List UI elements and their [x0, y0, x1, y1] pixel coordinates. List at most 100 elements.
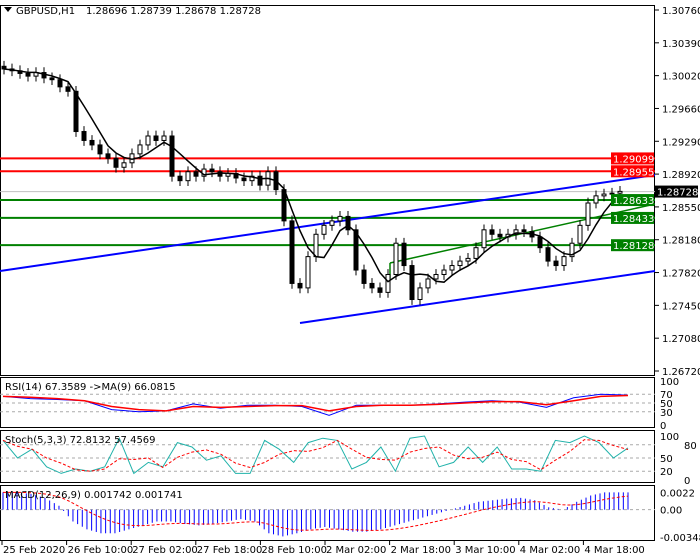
rsi-tick-label: 0 [660, 421, 666, 432]
price-tick-label: 1.27450 [662, 301, 700, 312]
candle [337, 215, 343, 222]
candle [553, 260, 559, 267]
candle [289, 220, 295, 284]
level-price-tag [611, 211, 654, 224]
candle [297, 282, 303, 289]
candle [417, 287, 423, 301]
price-tick-label: 1.29290 [662, 137, 700, 148]
time-label: 3 Mar 10:00 [455, 545, 515, 556]
stoch-tick-label: 100 [660, 432, 679, 443]
candle [489, 229, 495, 235]
rsi-tick-label: 30 [660, 408, 673, 419]
candle [473, 247, 479, 259]
candle [321, 224, 327, 235]
macd-panel-frame [0, 485, 655, 541]
candle [257, 175, 263, 186]
level-price-tag-text: 1.28955 [613, 167, 654, 178]
price-tick-label: 1.27820 [662, 269, 700, 280]
candle [569, 242, 575, 258]
candle [513, 229, 519, 235]
level-price-tag-text: 1.28433 [613, 214, 654, 225]
candle [25, 72, 31, 77]
candle [433, 273, 439, 280]
stoch-tick-label: 20 [660, 467, 673, 478]
candle [609, 192, 615, 195]
candle [161, 135, 167, 141]
level-price-tag [611, 165, 654, 178]
level-price-tag [611, 239, 654, 252]
macd-label: MACD(12,26,9) 0.001742 0.001741 [5, 490, 183, 501]
main-panel-frame [0, 5, 655, 376]
price-tick-label: 1.28550 [662, 203, 700, 214]
price-tick-label: 1.30760 [662, 6, 700, 17]
candle [217, 171, 223, 177]
candle [185, 171, 191, 182]
channel-upper-line [0, 173, 656, 272]
candle [369, 282, 375, 289]
candle [97, 144, 103, 155]
candle [401, 242, 407, 267]
time-label: 4 Mar 18:00 [584, 545, 644, 556]
price-tick-label: 1.28920 [662, 170, 700, 181]
candle [73, 90, 79, 133]
candle [441, 269, 447, 275]
price-tick-label: 1.28180 [662, 236, 700, 247]
candle [497, 233, 503, 238]
level-price-tag-text: 1.28128 [613, 241, 654, 252]
time-label: 27 Feb 02:00 [132, 545, 198, 556]
time-label: 25 Feb 2020 [3, 545, 65, 556]
candle [577, 224, 583, 244]
candle [409, 265, 415, 301]
candle [177, 175, 183, 182]
candle [193, 171, 199, 177]
rsi-ma-line [2, 394, 629, 412]
candle [65, 86, 71, 92]
candle [153, 135, 159, 141]
candle [449, 265, 455, 271]
level-price-tag [611, 152, 654, 165]
candle [393, 242, 399, 275]
stoch-signal-line [2, 439, 629, 472]
candle [537, 236, 543, 249]
candle [521, 229, 527, 233]
candle [241, 177, 247, 182]
candle [89, 139, 95, 146]
candle [169, 135, 175, 177]
candle [113, 157, 119, 168]
stoch-label: Stoch(5,3,3) 72.8132 57.4569 [5, 435, 156, 446]
level-price-tag [611, 194, 654, 207]
macd-tick-label: 0.0022 [660, 488, 695, 499]
macd-tick-label: -0.00348 [660, 533, 700, 544]
candle [465, 257, 471, 262]
time-label: 2 Mar 18:00 [391, 545, 451, 556]
time-label: 27 Feb 18:00 [197, 545, 263, 556]
current-price-tag-text: 1.28728 [657, 188, 698, 199]
candle [313, 233, 319, 258]
current-price-tag [655, 185, 698, 198]
symbol-label: GBPUSD,H1 [16, 6, 75, 17]
time-label: 26 Feb 10:00 [68, 545, 134, 556]
candle [353, 229, 359, 271]
rsi-tick-label: 100 [660, 377, 679, 388]
collapse-triangle-icon[interactable] [4, 7, 12, 12]
candle [377, 287, 383, 293]
rsi-tick-label: 50 [660, 399, 673, 410]
level-price-tag-text: 1.29099 [613, 154, 654, 165]
candle [81, 131, 87, 141]
moving-average-line [3, 68, 621, 283]
macd-tick-label: 0.00 [660, 506, 682, 517]
candle [137, 144, 143, 155]
stoch-tick-label: 0 [684, 476, 690, 487]
candle [593, 195, 599, 204]
candle [585, 202, 591, 226]
rsi-tick-label: 70 [660, 390, 673, 401]
price-tick-label: 1.26720 [662, 367, 700, 378]
rsi-label: RSI(14) 67.3589 ->MA(9) 66.0815 [5, 382, 176, 393]
candle [145, 135, 151, 146]
candle [105, 153, 111, 159]
candle [345, 215, 351, 231]
candle [121, 162, 127, 168]
candle [481, 229, 487, 249]
